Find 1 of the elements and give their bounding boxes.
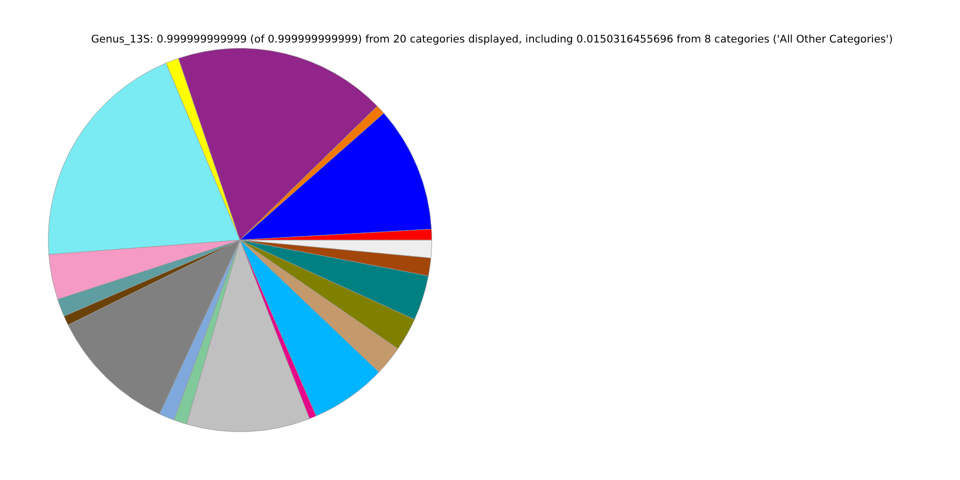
text: Genus_13S: 0.999999999999 (of 0.999999999999) from 20 categories displayed, including 0.0150316455696 from 8 categories ('All Other Categories')	[91, 34, 893, 46]
